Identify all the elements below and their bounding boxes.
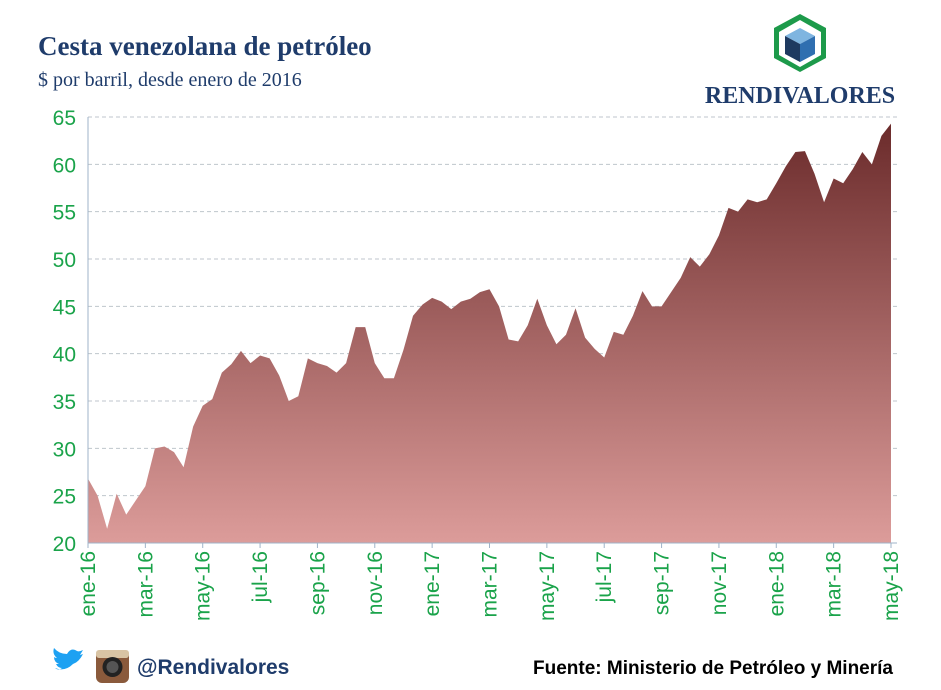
x-tick-label: mar-18 bbox=[823, 551, 846, 618]
y-tick-label: 40 bbox=[53, 344, 76, 367]
x-tick-label: may-18 bbox=[880, 551, 903, 621]
social-icons bbox=[53, 648, 129, 683]
x-tick-label: jul-17 bbox=[593, 551, 616, 603]
x-tick-label: mar-17 bbox=[479, 551, 502, 618]
x-tick-label: sep-17 bbox=[651, 551, 674, 615]
x-tick-label: nov-17 bbox=[708, 551, 731, 615]
y-tick-label: 20 bbox=[53, 533, 76, 556]
y-tick-label: 45 bbox=[53, 296, 76, 319]
x-tick-label: ene-18 bbox=[765, 551, 788, 616]
y-tick-label: 25 bbox=[53, 486, 76, 509]
x-tick-label: may-17 bbox=[536, 551, 559, 621]
y-tick-label: 35 bbox=[53, 391, 76, 414]
logo bbox=[774, 14, 826, 72]
area bbox=[88, 123, 891, 544]
x-tick-label: nov-16 bbox=[364, 551, 387, 615]
x-tick-label: may-16 bbox=[192, 551, 215, 621]
source: Fuente: Ministerio de Petróleo y Minería bbox=[533, 658, 893, 679]
y-tick-label: 65 bbox=[53, 107, 76, 130]
y-tick-label: 55 bbox=[53, 202, 76, 225]
chart-title: Cesta venezolana de petróleo bbox=[38, 31, 372, 61]
x-tick-label: mar-16 bbox=[134, 551, 157, 618]
chart-subtitle: $ por barril, desde enero de 2016 bbox=[38, 69, 302, 91]
y-tick-label: 50 bbox=[53, 249, 76, 272]
x-tick-label: sep-16 bbox=[306, 551, 329, 615]
y-tick-label: 60 bbox=[53, 154, 76, 177]
x-tick-label: ene-17 bbox=[421, 551, 444, 616]
handle: @Rendivalores bbox=[137, 656, 289, 679]
x-tick-label: ene-16 bbox=[77, 551, 100, 616]
y-tick-label: 30 bbox=[53, 438, 76, 461]
x-tick-label: jul-16 bbox=[249, 551, 272, 603]
brand-name: RENDIVALORES bbox=[705, 83, 895, 109]
